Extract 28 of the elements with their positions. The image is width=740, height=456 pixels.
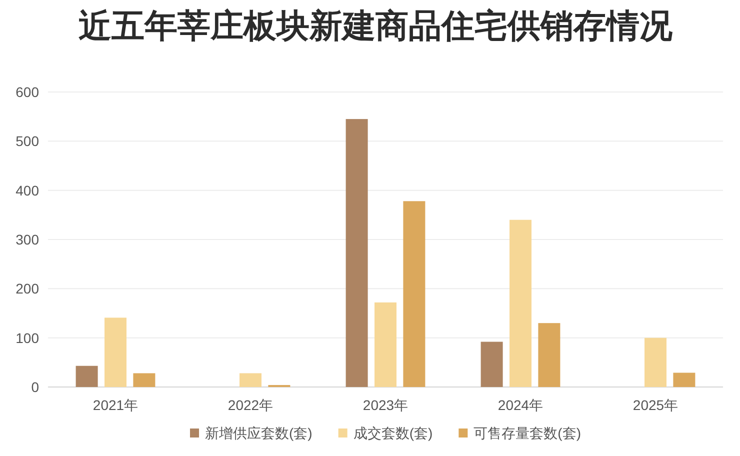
- bar: [538, 323, 560, 387]
- y-tick-label: 500: [16, 133, 40, 150]
- y-tick-label: 300: [16, 232, 40, 248]
- legend-label: 可售存量套数(套): [474, 425, 581, 441]
- bar: [240, 373, 262, 387]
- x-tick-label: 2025年: [632, 397, 678, 413]
- bar: [673, 372, 696, 387]
- bar: [133, 373, 156, 387]
- y-tick-label: 600: [16, 84, 40, 100]
- x-tick-label: 2023年: [362, 397, 408, 413]
- x-tick-label: 2024年: [498, 397, 544, 413]
- bar: [346, 119, 368, 387]
- legend-label: 新增供应套数(套): [205, 425, 312, 441]
- y-tick-label: 400: [16, 182, 40, 198]
- x-tick-label: 2021年: [92, 397, 138, 413]
- y-tick-label: 0: [31, 379, 40, 395]
- x-tick-label: 2022年: [228, 397, 274, 413]
- bar: [76, 366, 98, 387]
- bar: [510, 220, 532, 387]
- chart-title: 近五年莘庄板块新建商品住宅供销存情况: [78, 7, 674, 44]
- y-tick-label: 100: [16, 330, 40, 346]
- bar: [104, 318, 126, 387]
- bar: [374, 302, 396, 387]
- y-tick-label: 200: [16, 280, 40, 297]
- bar: [644, 338, 666, 387]
- legend-label: 成交套数(套): [353, 425, 433, 441]
- bar: [480, 342, 503, 387]
- bar: [403, 201, 426, 387]
